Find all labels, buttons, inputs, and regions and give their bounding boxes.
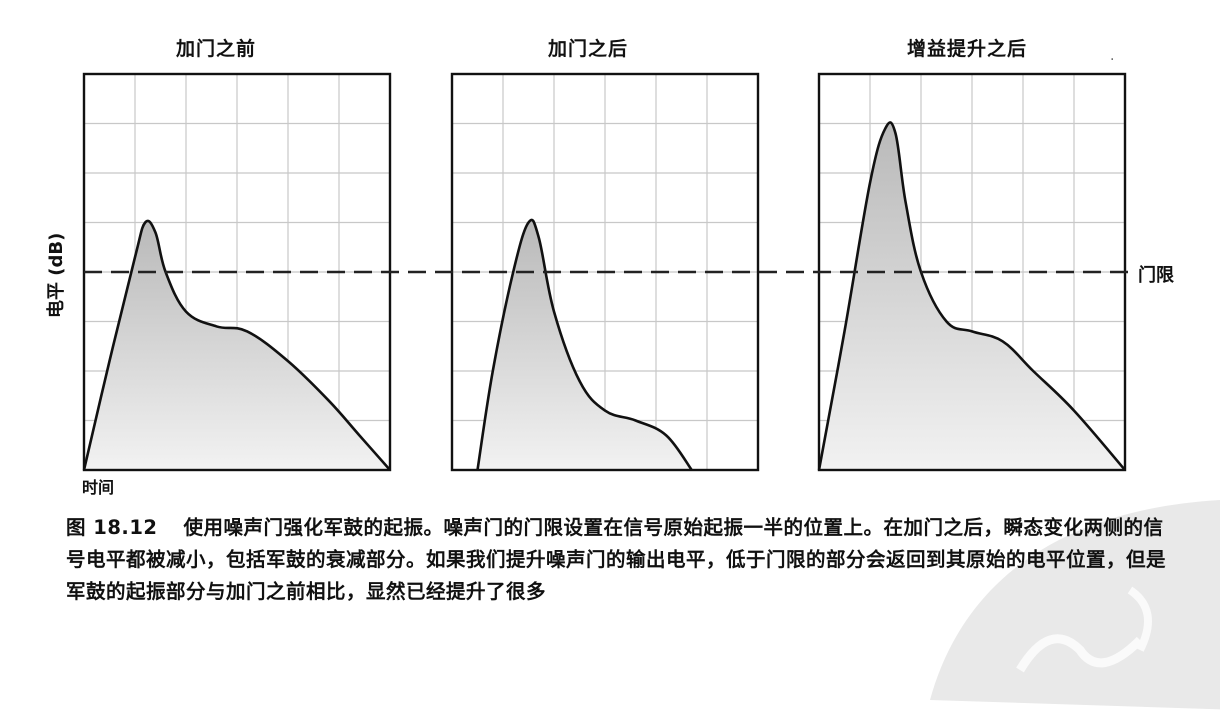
threshold-line [84,270,1128,274]
signal-envelope-line [476,218,693,471]
figure-caption: 图 18.12 使用噪声门强化军鼓的起振。噪声门的门限设置在信号原始起振一半的位置… [66,512,1176,608]
signal-envelope-line [817,121,1126,471]
panel-title-after: 加门之后 [547,38,628,60]
speck-mark: · [1110,52,1115,68]
caption-text: 使用噪声门强化军鼓的起振。噪声门的门限设置在信号原始起振一半的位置上。在加门之后… [66,516,1167,603]
chart-before-gate [82,72,392,472]
figure-number: 图 18.12 [66,516,158,539]
signal-envelope-fill [84,220,390,470]
panel-title-boosted: 增益提升之后 [906,38,1027,60]
threshold-label: 门限 [1138,265,1174,286]
y-axis-label: 电平 (dB) [46,232,67,318]
panel-title-before: 加门之前 [175,38,256,60]
signal-envelope-line [82,219,391,471]
signal-envelope-fill [477,219,692,470]
signal-envelope-fill [819,122,1125,470]
x-axis-label: 时间 [82,478,115,497]
